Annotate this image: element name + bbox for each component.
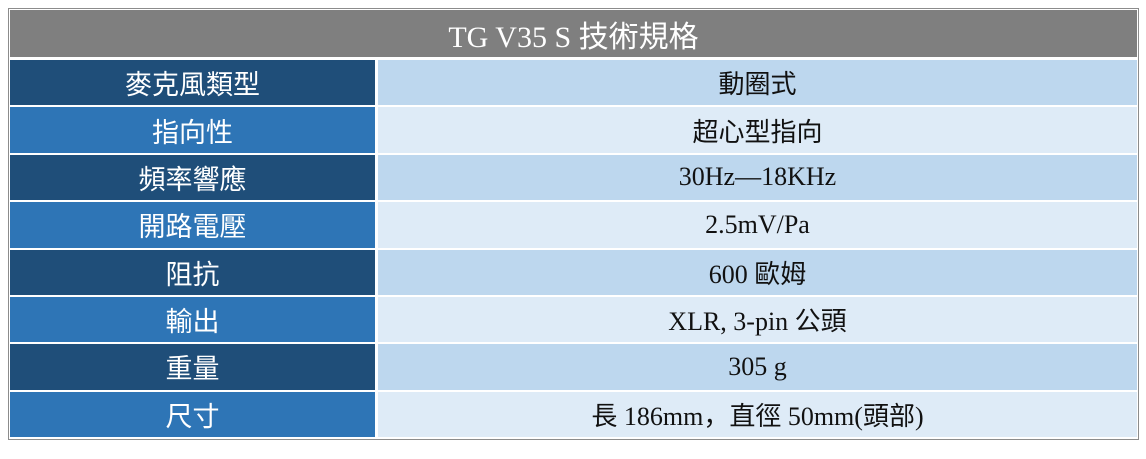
spec-value: 長 186mm，直徑 50mm(頭部) [378, 391, 1137, 437]
spec-label: 輸出 [10, 296, 375, 343]
spec-value: 動圈式 [378, 60, 1137, 106]
spec-label: 麥克風類型 [10, 60, 375, 106]
spec-label: 指向性 [10, 107, 375, 153]
spec-label: 尺寸 [10, 391, 375, 437]
spec-label: 頻率響應 [10, 154, 375, 201]
spec-value: 2.5mV/Pa [378, 202, 1137, 248]
spec-value: 600 歐姆 [378, 249, 1137, 295]
spec-table: TG V35 S 技術規格 麥克風類型 動圈式 指向性 超心型指向 頻率響應 30Hz—1… [8, 8, 1139, 440]
spec-value: XLR, 3-pin 公頭 [378, 296, 1137, 343]
spec-value: 超心型指向 [378, 107, 1137, 153]
spec-label: 開路電壓 [10, 202, 375, 248]
table-title: TG V35 S 技術規格 [10, 10, 1137, 57]
spec-value: 30Hz—18KHz [378, 154, 1137, 201]
spec-label: 阻抗 [10, 249, 375, 295]
spec-value: 305 g [378, 344, 1137, 390]
spec-label: 重量 [10, 344, 375, 390]
